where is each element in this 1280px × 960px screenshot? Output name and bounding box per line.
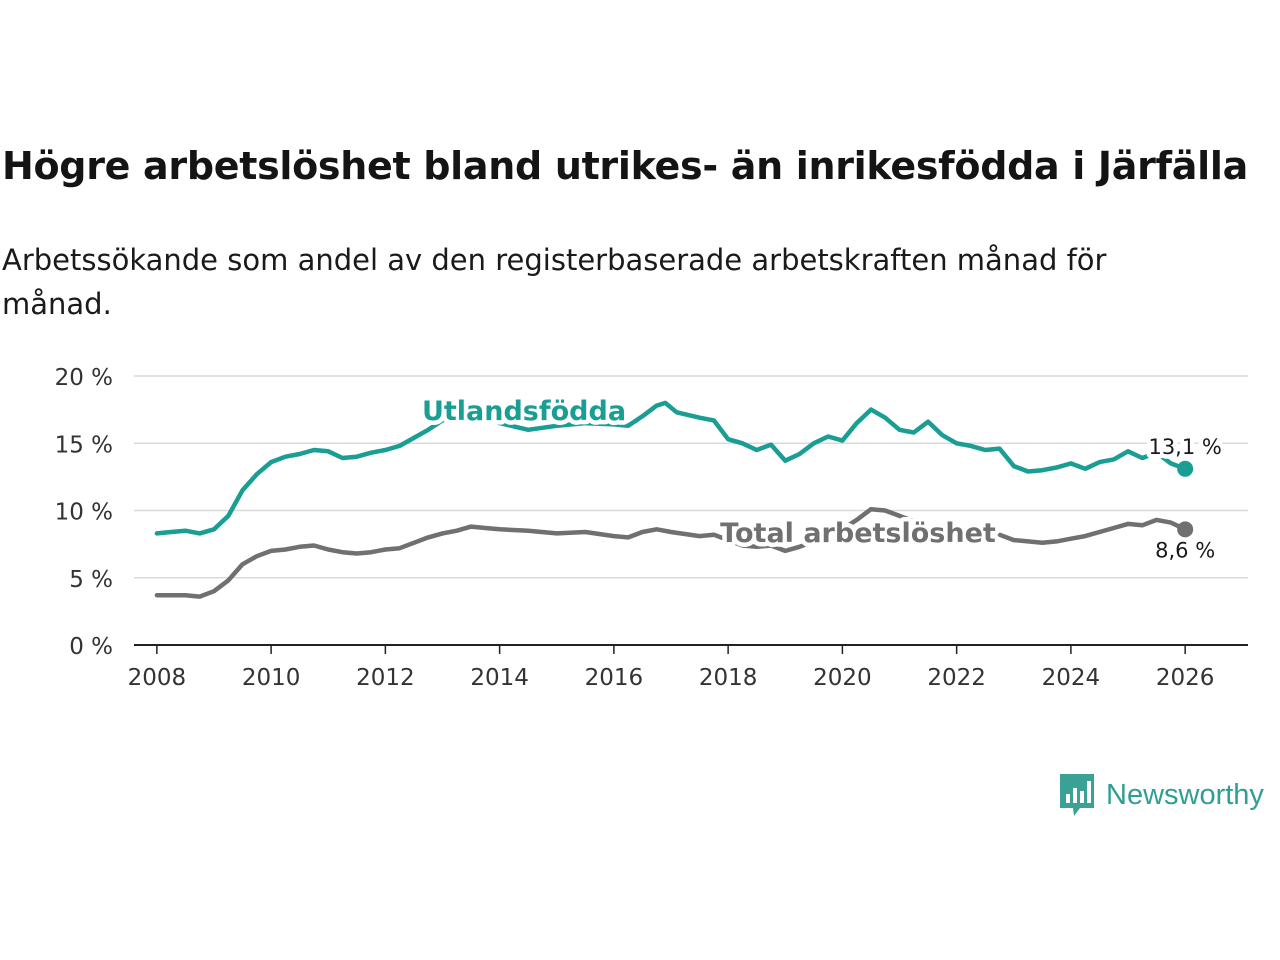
y-tick-label: 5 % — [69, 567, 113, 593]
x-tick-label: 2014 — [470, 665, 529, 691]
series-end-marker — [1177, 460, 1194, 477]
logo-text: Newsworthy — [1106, 778, 1264, 811]
x-tick-label: 2012 — [356, 665, 415, 691]
y-tick-label: 10 % — [55, 500, 113, 526]
newsworthy-logo: Newsworthy — [1058, 772, 1264, 818]
series-label-utlandsfodda: Utlandsfödda — [422, 396, 626, 427]
series-line-total — [154, 506, 1188, 599]
end-value-label-total: 8,6 % — [1155, 538, 1215, 562]
x-tick-label: 2010 — [242, 665, 301, 691]
y-tick-label: 20 % — [55, 365, 113, 391]
page-subtitle: Arbetssökande som andel av den registerb… — [2, 243, 1107, 321]
x-tick-label: 2022 — [927, 665, 986, 691]
x-tick-label: 2018 — [699, 665, 758, 691]
x-tick-label: 2020 — [813, 665, 872, 691]
bar-chart-speech-bubble-icon — [1060, 774, 1094, 816]
x-tick-label: 2008 — [128, 665, 187, 691]
page-title: Högre arbetslöshet bland utrikes- än inr… — [2, 144, 1248, 188]
series-line-utlandsfodda — [154, 400, 1188, 536]
line-chart: 0 % 5 % 10 % 15 % 20 % 2008 2010 2012 2014 2016 20… — [55, 365, 1248, 691]
end-value-label-utlandsfodda: 13,1 % — [1148, 435, 1221, 459]
y-tick-label: 0 % — [69, 634, 113, 660]
x-tick-label: 2024 — [1042, 665, 1101, 691]
series-end-marker — [1177, 521, 1194, 538]
x-tick-label: 2016 — [585, 665, 644, 691]
series-label-total: Total arbetslöshet — [720, 518, 996, 549]
y-tick-label: 15 % — [55, 432, 113, 458]
x-tick-label: 2026 — [1156, 665, 1215, 691]
